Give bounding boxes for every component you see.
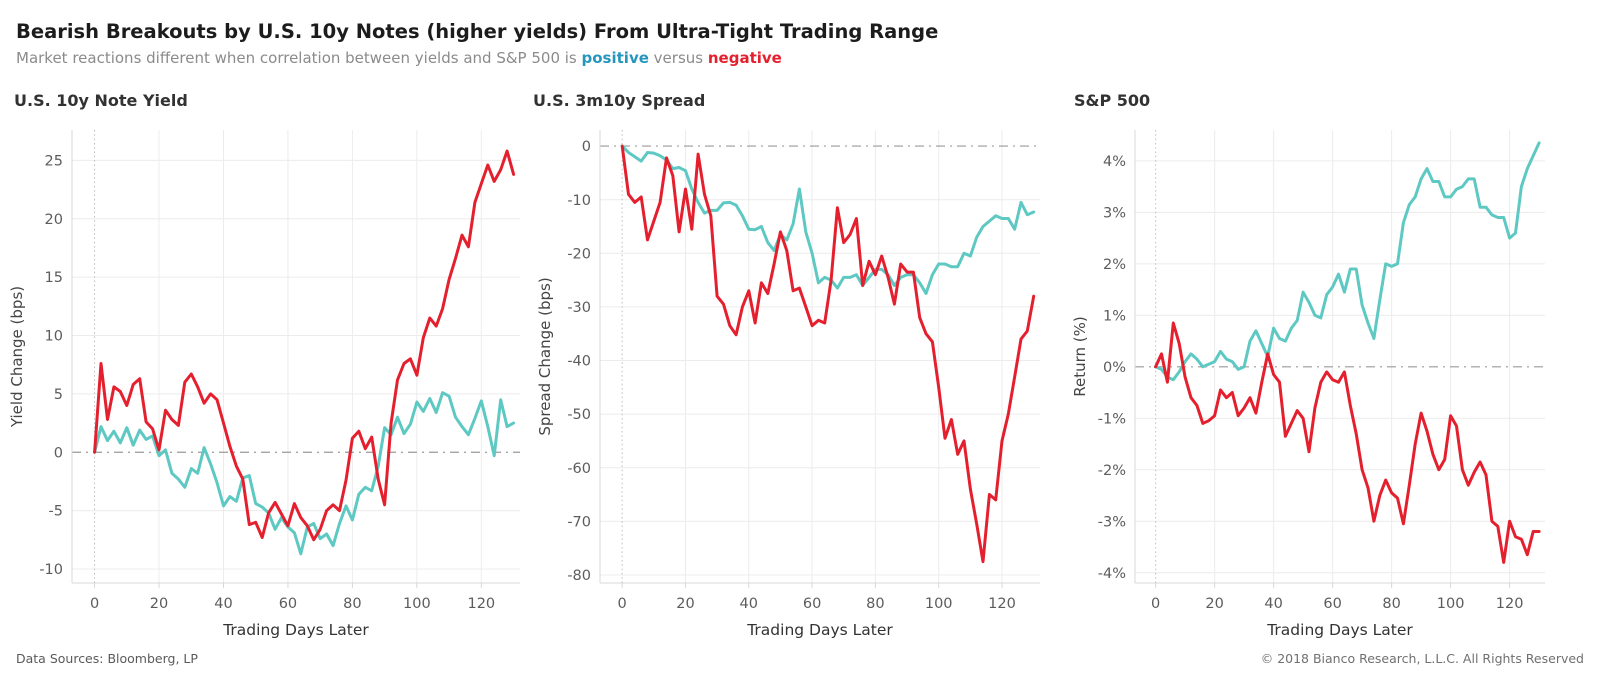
panel-title-3m10y-spread: U.S. 3m10y Spread xyxy=(533,91,706,110)
series-line-positive xyxy=(1154,141,1541,382)
series-line-negative xyxy=(93,149,516,542)
panel-title-10y-note-yield: U.S. 10y Note Yield xyxy=(14,91,188,110)
subtitle-negative: negative xyxy=(707,49,782,67)
series-line-negative xyxy=(620,144,1036,564)
header: Bearish Breakouts by U.S. 10y Notes (hig… xyxy=(0,0,1600,67)
x-tick-label: 20 xyxy=(676,596,694,612)
x-tick-label: 60 xyxy=(1323,596,1341,612)
subtitle-positive: positive xyxy=(581,49,649,67)
panel-sp500: S&P 500 4% 3% 2% 1% 0% -1% -2% -3% -4% 0 20 40 60 80 1… xyxy=(1047,91,1600,660)
x-tick-label: 120 xyxy=(988,596,1016,612)
page-title: Bearish Breakouts by U.S. 10y Notes (hig… xyxy=(16,20,939,43)
x-tick-label: 100 xyxy=(925,596,953,612)
x-tick-label: 80 xyxy=(343,596,361,612)
y-tick-label: -10 xyxy=(567,193,591,209)
x-tick-label: 40 xyxy=(214,596,232,612)
x-tick-label: 20 xyxy=(150,596,168,612)
y-tick-label: -20 xyxy=(567,246,591,262)
y-tick-label: -2% xyxy=(1098,463,1126,479)
y-tick-label: -30 xyxy=(567,300,591,316)
series-line-positive xyxy=(620,144,1036,295)
x-axis-title: Trading Days Later xyxy=(1266,621,1413,639)
x-tick-label: 100 xyxy=(403,596,431,612)
y-tick-label: 5 xyxy=(54,387,63,403)
chart-svg-1: 25 20 15 10 5 0 -5 -10 0 20 40 60 80 100 120 Yield Chan… xyxy=(8,130,520,639)
y-tick-label: 20 xyxy=(45,212,63,228)
x-tick-label: 0 xyxy=(1151,596,1160,612)
series-line-positive xyxy=(93,391,516,556)
x-tick-label: 80 xyxy=(866,596,884,612)
panel-title-sp500: S&P 500 xyxy=(1074,91,1151,110)
y-tick-label: -60 xyxy=(567,461,591,477)
y-tick-label: 25 xyxy=(45,153,63,169)
y-axis-title: Spread Change (bps) xyxy=(536,277,554,435)
x-tick-label: 40 xyxy=(740,596,758,612)
x-tick-label: 120 xyxy=(1496,596,1524,612)
x-tick-label: 100 xyxy=(1437,596,1465,612)
y-axis-title: Return (%) xyxy=(1071,316,1089,397)
y-tick-label: 15 xyxy=(45,270,63,286)
y-tick-label: -50 xyxy=(567,407,591,423)
x-tick-label: 60 xyxy=(279,596,297,612)
x-axis-title: Trading Days Later xyxy=(746,621,893,639)
y-tick-label: 0 xyxy=(582,139,591,155)
y-axis-title: Yield Change (bps) xyxy=(8,286,26,428)
y-tick-label: -80 xyxy=(567,568,591,584)
x-tick-label: 120 xyxy=(467,596,495,612)
x-tick-label: 0 xyxy=(90,596,99,612)
charts-row: U.S. 10y Note Yield 25 20 15 10 5 0 -5 -10 0 20 40… xyxy=(0,91,1600,660)
x-tick-label: 0 xyxy=(618,596,627,612)
y-tick-label: -40 xyxy=(567,354,591,370)
y-tick-label: 10 xyxy=(45,329,63,345)
x-tick-label: 80 xyxy=(1382,596,1400,612)
x-tick-label: 20 xyxy=(1205,596,1223,612)
series-line-negative xyxy=(1154,321,1541,564)
y-tick-label: -3% xyxy=(1098,514,1126,530)
y-tick-label: -1% xyxy=(1098,411,1126,427)
x-tick-label: 60 xyxy=(803,596,821,612)
panel-10y-note-yield: U.S. 10y Note Yield 25 20 15 10 5 0 -5 -10 0 20 40… xyxy=(0,91,530,660)
y-tick-label: 0% xyxy=(1103,360,1126,376)
y-tick-label: 1% xyxy=(1103,308,1126,324)
chart-svg-2: 0 -10 -20 -30 -40 -50 -60 -70 -80 0 20 40 60 80 100 120… xyxy=(536,130,1040,639)
y-tick-label: 4% xyxy=(1103,154,1126,170)
chart-svg-3: 4% 3% 2% 1% 0% -1% -2% -3% -4% 0 20 40 60 80 100 120 Ret… xyxy=(1071,130,1545,639)
y-tick-label: -5 xyxy=(49,504,63,520)
y-tick-label: 0 xyxy=(54,445,63,461)
x-axis-title: Trading Days Later xyxy=(222,621,369,639)
y-tick-label: -10 xyxy=(39,562,63,578)
y-tick-label: -70 xyxy=(567,514,591,530)
y-tick-label: 3% xyxy=(1103,205,1126,221)
panel-3m10y-spread: U.S. 3m10y Spread 0 -10 -20 -30 -40 -50 -60 -70… xyxy=(530,91,1047,660)
page-subtitle: Market reactions different when correlat… xyxy=(16,49,1584,67)
subtitle-versus: versus xyxy=(648,49,708,67)
y-tick-label: 2% xyxy=(1103,257,1126,273)
y-tick-label: -4% xyxy=(1098,566,1126,582)
copyright-note: © 2018 Bianco Research, L.L.C. All Right… xyxy=(1260,651,1584,666)
x-tick-label: 40 xyxy=(1264,596,1282,612)
data-sources-note: Data Sources: Bloomberg, LP xyxy=(16,651,198,666)
subtitle-prefix: Market reactions different when correlat… xyxy=(16,49,582,67)
